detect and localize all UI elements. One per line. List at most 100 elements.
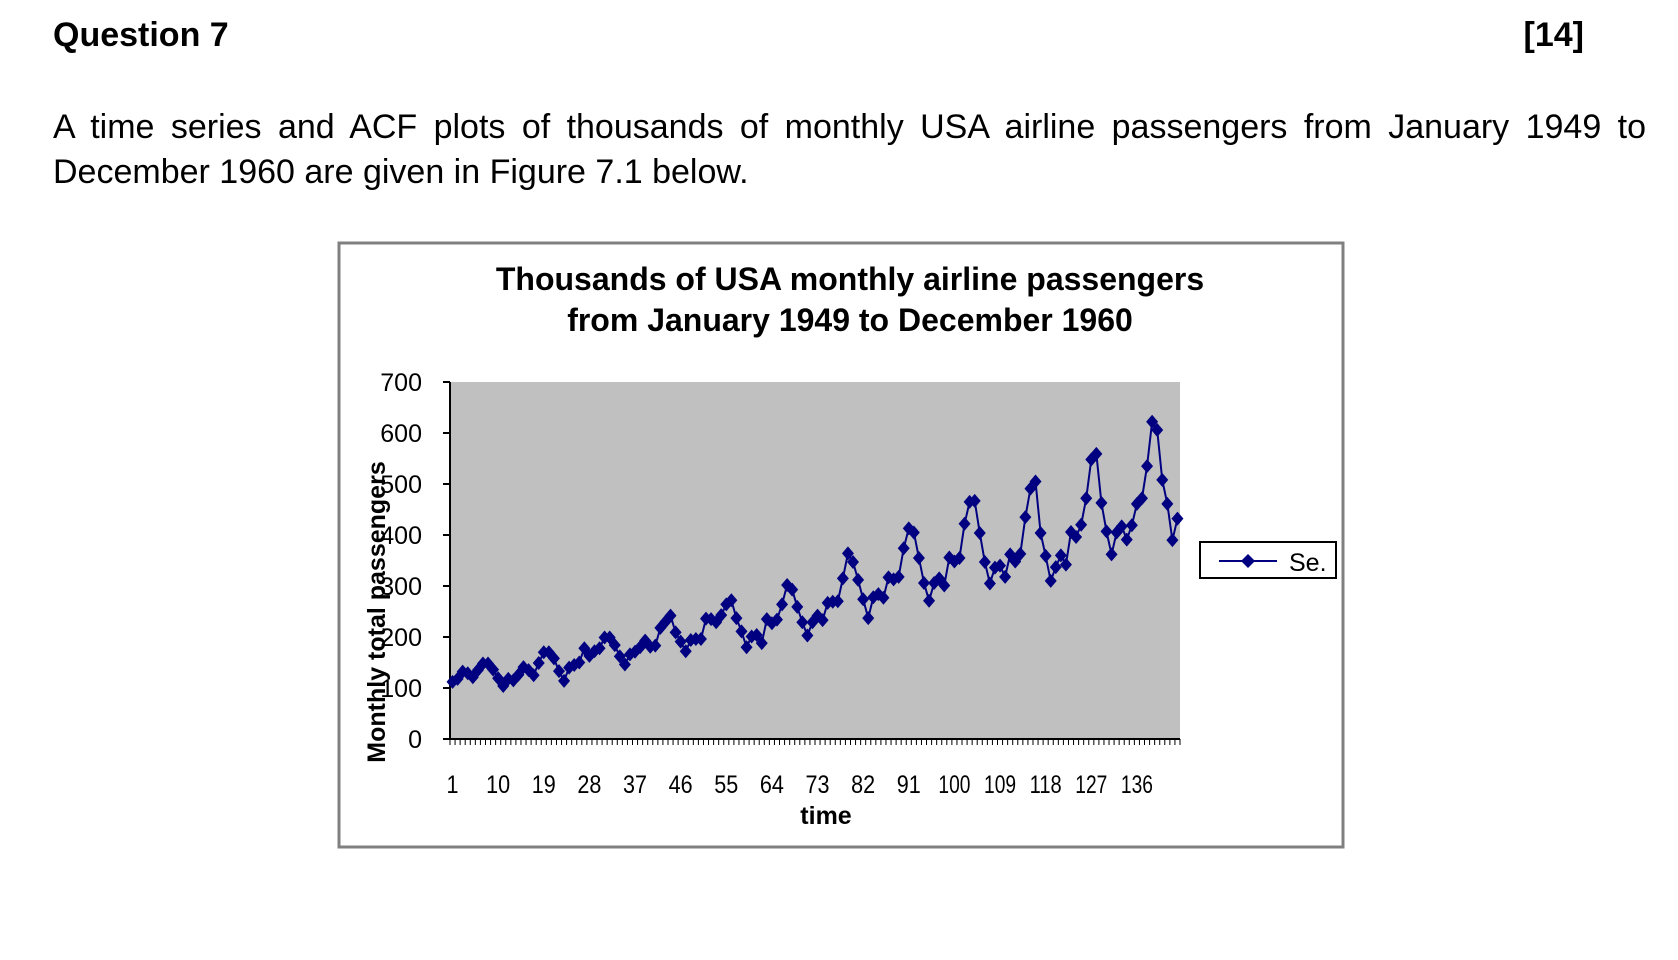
data-point-marker — [649, 638, 662, 653]
question-text: A time series and ACF plots of thousands… — [53, 108, 1646, 191]
data-point-marker — [527, 668, 540, 683]
data-point-marker — [968, 493, 981, 508]
y-tick-label: 500 — [380, 471, 422, 499]
y-tick-label: 300 — [380, 573, 422, 601]
x-tick-label: 82 — [851, 771, 875, 799]
data-point-marker — [1105, 547, 1118, 562]
data-point-marker — [978, 555, 991, 570]
data-point-marker — [973, 525, 986, 540]
data-point-marker — [796, 615, 809, 630]
x-tick-label: 118 — [1030, 771, 1062, 799]
y-tick-label: 400 — [380, 522, 422, 550]
data-point-marker — [664, 608, 677, 623]
data-point-marker — [1059, 557, 1072, 572]
data-point-marker — [1014, 546, 1027, 561]
x-tick-label: 136 — [1121, 771, 1153, 799]
data-point-marker — [1090, 446, 1103, 461]
data-point-marker — [770, 612, 783, 627]
y-tick-label: 100 — [380, 675, 422, 703]
data-point-marker — [613, 649, 626, 664]
data-point-marker — [917, 575, 930, 590]
data-point-marker — [1070, 530, 1083, 545]
data-point-marker — [1161, 496, 1174, 511]
x-tick-label: 46 — [669, 771, 693, 799]
data-point-marker — [1049, 560, 1062, 575]
data-point-marker — [1080, 491, 1093, 506]
y-axis-label: Monthly total passengers — [363, 461, 391, 762]
data-point-marker — [1044, 573, 1057, 588]
data-point-marker — [791, 599, 804, 614]
x-tick-label: 19 — [532, 771, 556, 799]
data-point-marker — [958, 516, 971, 531]
chart-title-line2: from January 1949 to December 1960 — [567, 302, 1133, 338]
data-point-marker — [892, 569, 905, 584]
data-point-marker — [801, 628, 814, 643]
data-point-marker — [1115, 519, 1128, 534]
data-point-marker — [897, 541, 910, 556]
data-point-marker — [923, 593, 936, 608]
x-tick-label: 64 — [760, 771, 784, 799]
data-point-marker — [1156, 472, 1169, 487]
data-point-marker — [1095, 495, 1108, 510]
x-tick-label: 1 — [447, 771, 459, 799]
data-point-marker — [831, 594, 844, 609]
data-point-marker — [1135, 491, 1148, 506]
data-point-marker — [730, 611, 743, 626]
data-point-marker — [1029, 474, 1042, 489]
data-point-marker — [999, 569, 1012, 584]
x-axis-label: time — [800, 802, 852, 830]
data-point-marker — [487, 662, 500, 677]
x-tick-label: 109 — [984, 771, 1016, 799]
data-point-marker — [857, 592, 870, 607]
data-point-marker — [862, 611, 875, 626]
chart-title-line1: Thousands of USA monthly airline passeng… — [496, 261, 1204, 297]
data-point-marker — [1166, 533, 1179, 548]
x-tick-label: 37 — [623, 771, 647, 799]
x-tick-label: 28 — [577, 771, 601, 799]
data-point-marker — [912, 550, 925, 565]
data-point-marker — [1034, 525, 1047, 540]
data-point-marker — [694, 632, 707, 647]
data-point-marker — [938, 578, 951, 593]
data-point-marker — [953, 550, 966, 565]
data-point-marker — [725, 593, 738, 608]
data-point-marker — [715, 608, 728, 623]
legend: Se. — [1199, 541, 1337, 579]
x-tick-label: 127 — [1075, 771, 1107, 799]
data-point-marker — [593, 641, 606, 656]
legend-label: Se. — [1289, 549, 1327, 577]
y-tick-label: 700 — [380, 369, 422, 397]
data-point-marker — [816, 613, 829, 628]
data-point-marker — [776, 597, 789, 612]
data-point-marker — [841, 546, 854, 561]
data-point-marker — [1054, 548, 1067, 563]
question-title: Question 7 — [53, 16, 229, 54]
data-point-marker — [679, 644, 692, 659]
x-tick-label: 100 — [938, 771, 970, 799]
y-tick-label: 0 — [408, 726, 422, 754]
data-point-marker — [1100, 524, 1113, 539]
data-point-marker — [1120, 532, 1133, 547]
data-point-marker — [674, 634, 687, 649]
data-point-marker — [558, 673, 571, 688]
data-point-marker — [755, 636, 768, 651]
data-point-marker — [1171, 511, 1184, 526]
data-point-marker — [552, 664, 565, 679]
data-point-marker — [1075, 517, 1088, 532]
data-point-marker — [994, 558, 1007, 573]
data-point-marker — [852, 572, 865, 587]
y-tick-label: 600 — [380, 420, 422, 448]
data-point-marker — [1141, 459, 1154, 474]
data-point-marker — [750, 627, 763, 642]
x-tick-label: 73 — [806, 771, 830, 799]
legend-marker-icon — [1241, 554, 1255, 568]
data-point-marker — [1146, 414, 1159, 429]
x-tick-label: 10 — [486, 771, 510, 799]
data-point-marker — [532, 656, 545, 671]
data-point-marker — [847, 555, 860, 570]
question-marks: [14] — [1523, 16, 1584, 54]
data-point-marker — [669, 625, 682, 640]
data-point-marker — [907, 525, 920, 540]
data-point-marker — [836, 571, 849, 586]
data-point-marker — [1039, 548, 1052, 563]
